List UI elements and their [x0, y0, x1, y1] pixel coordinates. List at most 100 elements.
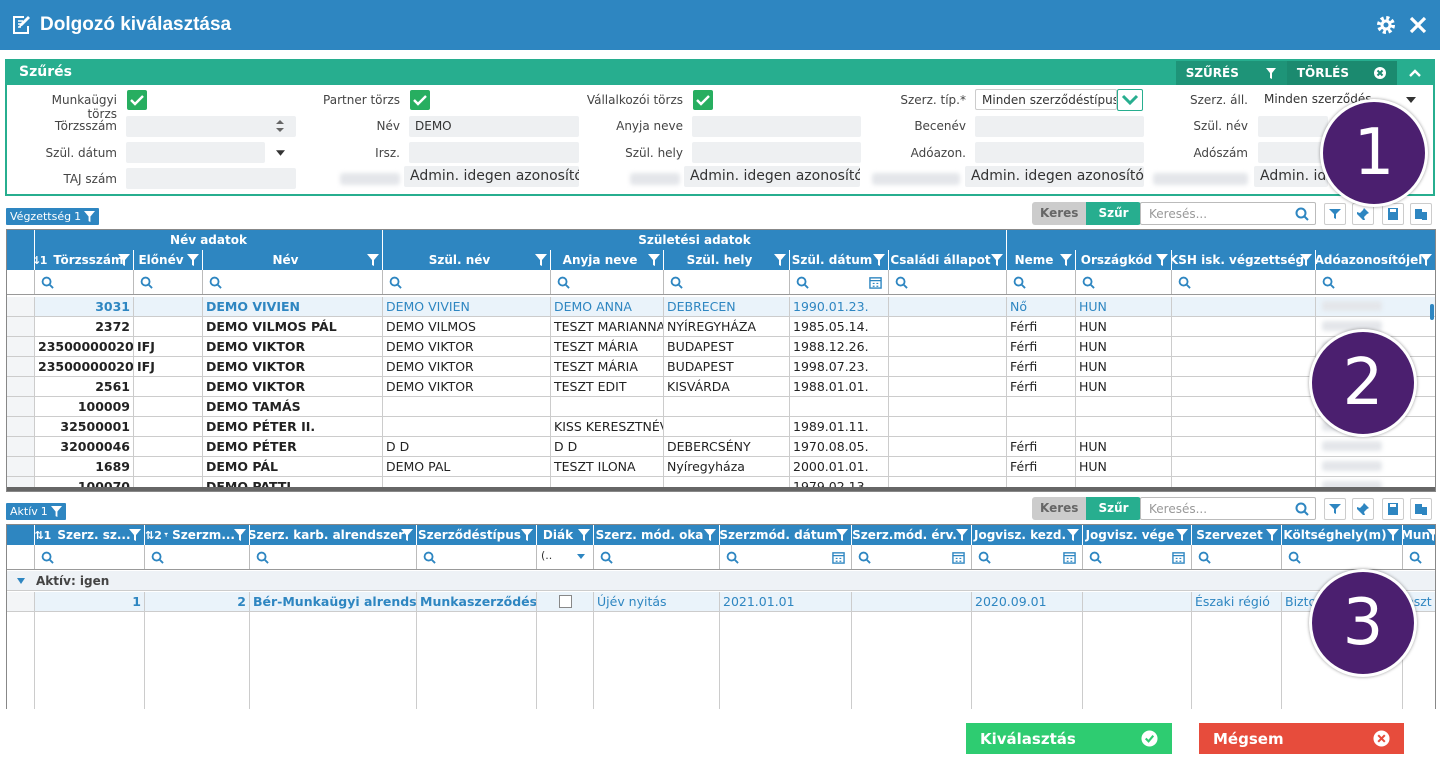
column-filter-icon[interactable] — [1420, 254, 1432, 266]
column-filter-icon[interactable] — [535, 254, 547, 266]
col-header[interactable]: Szül. hely — [664, 250, 790, 270]
column-filter-input[interactable] — [250, 545, 417, 569]
column-filter-input[interactable] — [1083, 545, 1192, 569]
col-header[interactable]: KSH isk. végzettség — [1172, 250, 1316, 270]
save-button[interactable] — [1382, 498, 1404, 520]
column-filter-input[interactable] — [1172, 270, 1316, 294]
select-button[interactable]: Kiválasztás — [966, 723, 1172, 754]
search-mode-toggle-bottom[interactable]: Keres Szűr — [1032, 497, 1141, 520]
table-row[interactable]: 3031 DEMO VIVIEN DEMO VIVIEN DEMO ANNA DEBRE… — [7, 297, 1435, 317]
column-filter-input[interactable] — [1007, 270, 1076, 294]
col-header[interactable]: Szül. dátum — [790, 250, 889, 270]
apply-filter-button[interactable]: SZŰRÉS — [1175, 61, 1287, 85]
tax-number-input[interactable] — [1258, 142, 1328, 163]
column-filter-icon[interactable] — [1387, 529, 1399, 541]
table-row[interactable]: 32500001 DEMO PÉTER II. KISS KERESZTNÉV 198… — [7, 417, 1435, 437]
column-filter-icon[interactable] — [704, 529, 716, 541]
column-filter-icon[interactable] — [118, 254, 130, 266]
clear-filter-button[interactable]: TÖRLÉS — [1286, 61, 1397, 85]
col-header[interactable]: Családi állapot — [889, 250, 1007, 270]
szur-option[interactable]: Szűr — [1086, 202, 1141, 225]
col-header[interactable]: Adóazonosítójel — [1316, 250, 1435, 270]
col-header[interactable]: Jogvisz. vége — [1083, 525, 1192, 545]
column-filter-icon[interactable] — [648, 254, 660, 266]
birth-place-input[interactable] — [692, 142, 861, 163]
column-filter-input[interactable]: (.. — [537, 545, 594, 569]
column-filter-input[interactable] — [203, 270, 383, 294]
column-filter-button[interactable] — [1324, 203, 1346, 225]
keres-option[interactable]: Keres — [1032, 202, 1087, 225]
column-filter-input[interactable] — [383, 270, 551, 294]
cancel-button[interactable]: Mégsem — [1199, 723, 1404, 754]
column-filter-input[interactable] — [972, 545, 1083, 569]
save-button[interactable] — [1382, 203, 1404, 225]
col-header[interactable]: Diák — [537, 525, 594, 545]
column-filter-input[interactable] — [35, 270, 134, 294]
col-header[interactable]: Szervezet — [1192, 525, 1282, 545]
column-filter-icon[interactable] — [774, 254, 786, 266]
birth-name-input[interactable] — [1258, 116, 1328, 137]
column-filter-icon[interactable] — [1176, 529, 1188, 541]
vertical-scrollbar[interactable] — [1430, 304, 1434, 320]
col-header[interactable]: Országkód — [1076, 250, 1172, 270]
sort-indicator-icon[interactable]: ⇅1 — [35, 528, 52, 542]
column-filter-icon[interactable] — [991, 254, 1003, 266]
sort-indicator-icon[interactable]: ⇅1 — [35, 253, 48, 267]
col-header[interactable]: Szerz. mód. oka — [594, 525, 720, 545]
admin-id-3-input[interactable]: Admin. idegen azonosító3 — [965, 166, 1144, 187]
grid-search-input[interactable]: Keresés... — [1140, 202, 1316, 225]
tax-id-input[interactable] — [975, 142, 1144, 163]
table-row[interactable]: 100009 DEMO TAMÁS — [7, 397, 1435, 417]
column-filter-input[interactable] — [852, 545, 972, 569]
column-filter-input[interactable] — [35, 545, 145, 569]
col-header[interactable]: Előnév — [134, 250, 203, 270]
column-filter-icon[interactable] — [401, 529, 413, 541]
col-header[interactable]: Szerz.mód. érv. — [852, 525, 972, 545]
caret-down-icon[interactable] — [1406, 97, 1416, 103]
calendar-icon[interactable] — [832, 551, 845, 564]
column-filter-icon[interactable] — [873, 254, 885, 266]
column-filter-icon[interactable] — [1300, 254, 1312, 266]
column-filter-input[interactable] — [889, 270, 1007, 294]
birth-date-input[interactable] — [126, 142, 265, 163]
table-row[interactable]: 1689 DEMO PÁL DEMO PAL TESZT ILONA Nyíregyhá… — [7, 457, 1435, 477]
column-filter-icon[interactable] — [234, 529, 246, 541]
column-filter-icon[interactable] — [956, 529, 968, 541]
contract-type-select[interactable]: Minden szerződéstípus — [975, 89, 1117, 110]
student-filter-select[interactable]: (.. — [541, 549, 585, 562]
column-filter-input[interactable] — [1076, 270, 1172, 294]
column-filter-button[interactable] — [1324, 498, 1346, 520]
sort-indicator-icon[interactable]: ⇅2 — [145, 528, 162, 542]
mother-name-input[interactable] — [692, 116, 861, 137]
column-filter-icon[interactable] — [578, 529, 590, 541]
collapse-filter-button[interactable] — [1397, 61, 1433, 85]
column-filter-input[interactable] — [551, 270, 664, 294]
caret-down-icon[interactable] — [276, 150, 285, 156]
column-filter-input[interactable] — [1282, 545, 1403, 569]
column-filter-icon[interactable] — [836, 529, 848, 541]
student-checkbox[interactable] — [558, 595, 572, 608]
col-header[interactable]: Neme — [1007, 250, 1076, 270]
zip-input[interactable] — [409, 142, 579, 163]
keres-option[interactable]: Keres — [1032, 497, 1087, 520]
column-filter-icon[interactable] — [1156, 254, 1168, 266]
col-header[interactable]: ⇅1 Törzsszám — [35, 250, 134, 270]
column-filter-icon[interactable] — [1266, 529, 1278, 541]
col-header[interactable]: Jogvisz. kezd. — [972, 525, 1083, 545]
col-header[interactable]: Név — [203, 250, 383, 270]
export-button[interactable] — [1410, 203, 1432, 225]
col-header[interactable]: Szerződéstípus — [417, 525, 537, 545]
column-filter-icon[interactable] — [1060, 254, 1072, 266]
calendar-icon[interactable] — [1063, 551, 1076, 564]
col-header[interactable]: Szerzmód. dátum — [720, 525, 852, 545]
caret-down-icon[interactable] — [17, 578, 25, 584]
column-filter-input[interactable] — [664, 270, 790, 294]
close-icon[interactable] — [1406, 13, 1430, 37]
active-filter-tag[interactable]: Aktív 1 — [6, 503, 66, 520]
admin-id-1-input[interactable]: Admin. idegen azonosító1 — [404, 166, 579, 187]
column-filter-icon[interactable] — [187, 254, 199, 266]
search-mode-toggle[interactable]: Keres Szűr — [1032, 202, 1141, 225]
